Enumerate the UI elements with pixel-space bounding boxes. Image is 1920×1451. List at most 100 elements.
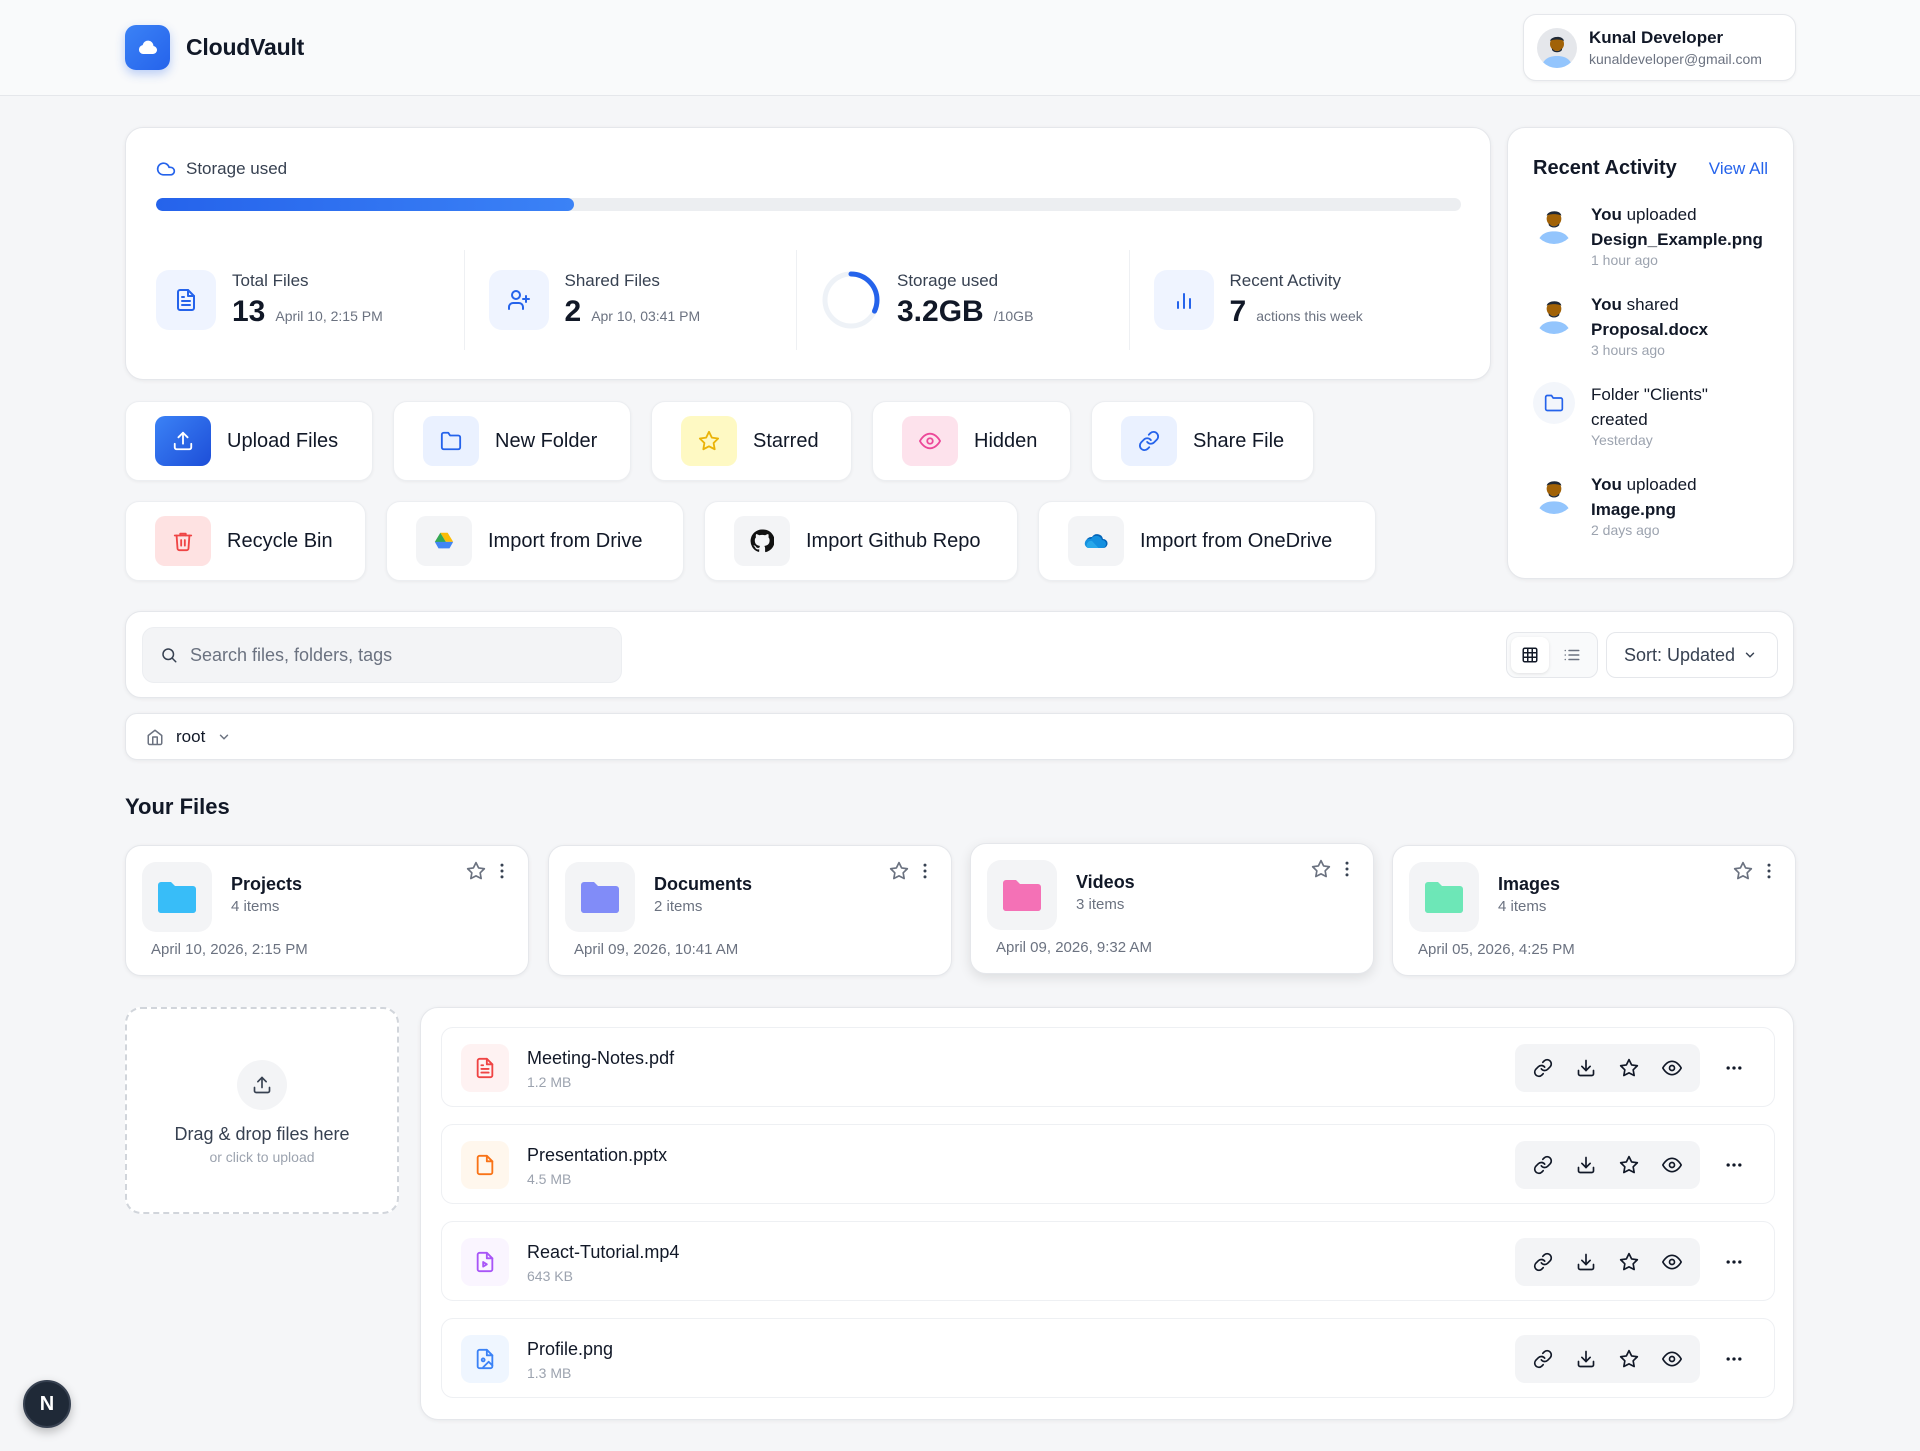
upload-icon <box>237 1060 287 1110</box>
folder-icon <box>987 860 1057 930</box>
app-name: CloudVault <box>186 34 305 60</box>
star-icon[interactable] <box>1610 1146 1648 1184</box>
activity-item[interactable]: You uploaded Image.png 2 days ago <box>1533 472 1773 539</box>
stat-recent-activity: Recent Activity 7 actions this week <box>1128 250 1462 350</box>
folder-count: 3 items <box>1076 896 1125 913</box>
search-toolbar: Sort: Updated <box>125 611 1794 698</box>
import-drive-button[interactable]: Import from Drive <box>386 501 684 581</box>
more-horizontal-icon[interactable] <box>1718 1344 1750 1374</box>
link-icon[interactable] <box>1524 1049 1562 1087</box>
file-row[interactable]: Presentation.pptx 4.5 MB <box>441 1124 1775 1204</box>
activity-item[interactable]: You shared Proposal.docx 3 hours ago <box>1533 292 1773 359</box>
file-size: 1.3 MB <box>527 1365 572 1381</box>
star-icon[interactable] <box>1311 859 1331 879</box>
sort-label: Sort: Updated <box>1624 644 1736 665</box>
folder-date: April 10, 2026, 2:15 PM <box>151 941 308 958</box>
upload-dropzone[interactable]: Drag & drop files here or click to uploa… <box>125 1007 399 1214</box>
dropzone-title: Drag & drop files here <box>174 1124 350 1144</box>
activity-object: Proposal.docx <box>1591 320 1709 339</box>
user-profile-card[interactable]: Kunal Developer kunaldeveloper@gmail.com <box>1523 14 1796 81</box>
stat-value: 3.2GB <box>897 295 984 328</box>
folder-name: Documents <box>654 874 753 894</box>
more-vertical-icon[interactable] <box>1759 861 1779 881</box>
search-box[interactable] <box>142 627 622 683</box>
file-actions <box>1515 1238 1700 1286</box>
share-file-button[interactable]: Share File <box>1091 401 1314 481</box>
folder-count: 4 items <box>231 898 280 915</box>
breadcrumb-root[interactable]: root <box>176 726 206 746</box>
bar-chart-icon <box>1153 270 1214 330</box>
user-avatar <box>1533 292 1575 334</box>
more-vertical-icon[interactable] <box>1337 859 1357 879</box>
activity-item[interactable]: Folder "Clients" created Yesterday <box>1533 382 1773 449</box>
new-folder-label: New Folder <box>495 429 598 452</box>
upload-files-button[interactable]: Upload Files <box>125 401 373 481</box>
star-icon[interactable] <box>1610 1243 1648 1281</box>
more-vertical-icon[interactable] <box>492 861 512 881</box>
eye-icon[interactable] <box>1653 1243 1691 1281</box>
folder-card[interactable]: Projects 4 items April 10, 2026, 2:15 PM <box>125 845 529 976</box>
search-input[interactable] <box>190 644 590 666</box>
download-icon[interactable] <box>1567 1146 1605 1184</box>
stat-sub: actions this week <box>1256 308 1363 324</box>
eye-icon[interactable] <box>1653 1049 1691 1087</box>
pptx-icon <box>461 1141 509 1189</box>
view-all-link[interactable]: View All <box>1708 158 1768 178</box>
hidden-button[interactable]: Hidden <box>872 401 1071 481</box>
more-horizontal-icon[interactable] <box>1718 1150 1750 1180</box>
download-icon[interactable] <box>1567 1049 1605 1087</box>
sort-dropdown[interactable]: Sort: Updated <box>1606 632 1778 678</box>
folder-card[interactable]: Videos 3 items April 09, 2026, 9:32 AM <box>970 843 1374 974</box>
star-icon[interactable] <box>1733 861 1753 881</box>
star-icon[interactable] <box>1610 1049 1648 1087</box>
image-file-icon <box>461 1335 509 1383</box>
file-name: React-Tutorial.mp4 <box>527 1242 680 1262</box>
download-icon[interactable] <box>1567 1340 1605 1378</box>
link-icon[interactable] <box>1524 1146 1562 1184</box>
folder-count: 4 items <box>1498 898 1547 915</box>
star-icon[interactable] <box>466 861 486 881</box>
link-icon[interactable] <box>1524 1340 1562 1378</box>
folder-card[interactable]: Documents 2 items April 09, 2026, 10:41 … <box>548 845 952 976</box>
file-row[interactable]: Profile.png 1.3 MB <box>441 1318 1775 1398</box>
recycle-bin-button[interactable]: Recycle Bin <box>125 501 366 581</box>
file-icon <box>156 270 216 330</box>
storage-progress-bar <box>156 198 1461 211</box>
activity-verb: uploaded <box>1626 205 1697 224</box>
import-github-button[interactable]: Import Github Repo <box>704 501 1018 581</box>
eye-icon <box>902 416 958 466</box>
star-icon[interactable] <box>1610 1340 1648 1378</box>
folder-icon <box>1409 862 1479 932</box>
starred-button[interactable]: Starred <box>651 401 852 481</box>
app-logo[interactable]: CloudVault <box>125 25 304 70</box>
dev-tools-badge[interactable]: N <box>23 1380 71 1428</box>
list-view-button[interactable] <box>1553 637 1591 673</box>
activity-item[interactable]: You uploaded Design_Example.png 1 hour a… <box>1533 202 1773 269</box>
more-horizontal-icon[interactable] <box>1718 1247 1750 1277</box>
eye-icon[interactable] <box>1653 1146 1691 1184</box>
github-icon <box>734 516 790 566</box>
home-icon <box>146 728 164 746</box>
stat-sub: /10GB <box>993 308 1034 324</box>
file-row[interactable]: React-Tutorial.mp4 643 KB <box>441 1221 1775 1301</box>
stat-label: Storage used <box>897 271 999 290</box>
activity-verb: shared <box>1626 295 1679 314</box>
new-folder-button[interactable]: New Folder <box>393 401 631 481</box>
download-icon[interactable] <box>1567 1243 1605 1281</box>
stat-value: 7 <box>1229 295 1247 328</box>
more-vertical-icon[interactable] <box>915 861 935 881</box>
more-horizontal-icon[interactable] <box>1718 1053 1750 1083</box>
import-onedrive-button[interactable]: Import from OneDrive <box>1038 501 1376 581</box>
folder-card[interactable]: Images 4 items April 05, 2026, 4:25 PM <box>1392 845 1796 976</box>
activity-time: 2 days ago <box>1591 522 1660 538</box>
link-icon[interactable] <box>1524 1243 1562 1281</box>
activity-time: 3 hours ago <box>1591 342 1665 358</box>
file-row[interactable]: Meeting-Notes.pdf 1.2 MB <box>441 1027 1775 1107</box>
grid-view-button[interactable] <box>1511 637 1549 673</box>
import-onedrive-label: Import from OneDrive <box>1140 529 1333 552</box>
star-icon[interactable] <box>889 861 909 881</box>
chevron-down-icon[interactable] <box>217 730 231 744</box>
upload-files-label: Upload Files <box>227 429 339 452</box>
eye-icon[interactable] <box>1653 1340 1691 1378</box>
file-actions <box>1515 1335 1700 1383</box>
